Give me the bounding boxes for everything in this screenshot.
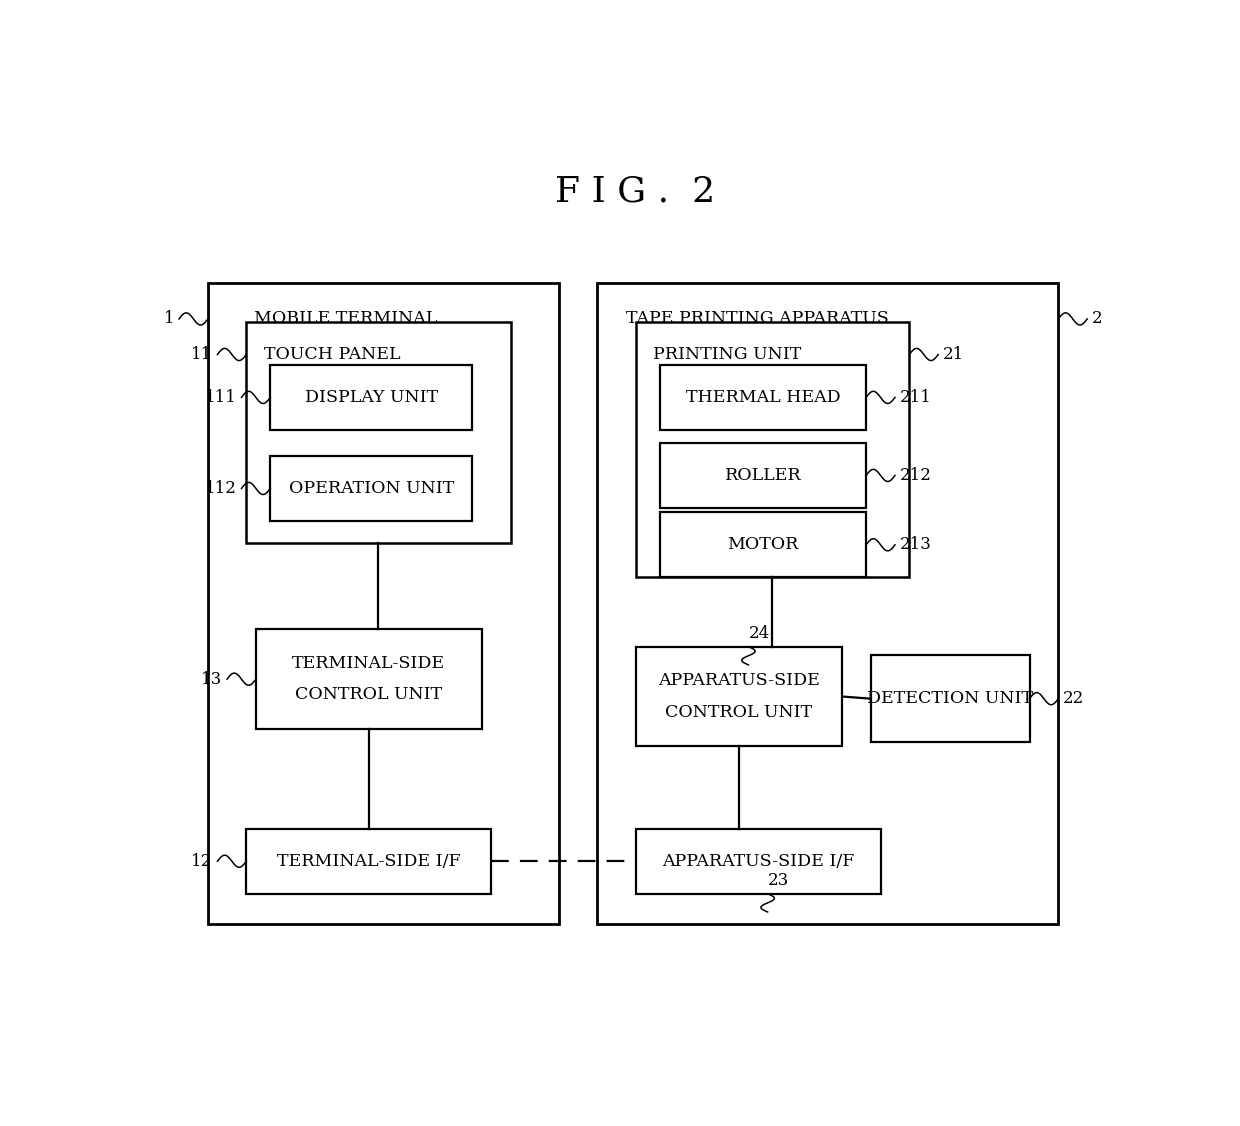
Text: 213: 213 (900, 536, 931, 553)
Text: 24: 24 (749, 625, 770, 642)
Bar (596, 283, 1058, 924)
Bar (208, 283, 558, 924)
Text: 22: 22 (1063, 690, 1085, 707)
Text: DETECTION UNIT: DETECTION UNIT (867, 690, 1033, 707)
Bar (247, 829, 491, 894)
Text: 23: 23 (768, 873, 789, 890)
Text: TOUCH PANEL: TOUCH PANEL (264, 346, 401, 363)
Text: MOTOR: MOTOR (727, 536, 799, 553)
Bar (870, 655, 1029, 742)
Bar (660, 443, 867, 508)
Text: TERMINAL-SIDE I/F: TERMINAL-SIDE I/F (277, 852, 460, 869)
Text: ROLLER: ROLLER (724, 467, 801, 484)
Text: 13: 13 (201, 671, 222, 688)
Text: 2: 2 (1092, 311, 1102, 328)
Bar (270, 365, 472, 430)
Bar (635, 829, 880, 894)
Bar (660, 365, 867, 430)
Bar (247, 322, 511, 543)
Text: 112: 112 (205, 480, 237, 497)
Text: 21: 21 (942, 346, 965, 363)
Bar (255, 629, 481, 729)
Text: CONTROL UNIT: CONTROL UNIT (295, 686, 443, 704)
Text: F I G .  2: F I G . 2 (556, 175, 715, 208)
Text: APPARATUS-SIDE: APPARATUS-SIDE (658, 672, 820, 689)
Text: 212: 212 (900, 467, 931, 484)
Bar (635, 646, 842, 747)
Text: TERMINAL-SIDE: TERMINAL-SIDE (293, 655, 445, 672)
Text: MOBILE TERMINAL: MOBILE TERMINAL (254, 311, 438, 328)
Text: THERMAL HEAD: THERMAL HEAD (686, 388, 841, 405)
Bar (270, 456, 472, 521)
Text: APPARATUS-SIDE I/F: APPARATUS-SIDE I/F (662, 852, 854, 869)
Text: CONTROL UNIT: CONTROL UNIT (665, 704, 812, 721)
Text: PRINTING UNIT: PRINTING UNIT (652, 346, 801, 363)
Bar (660, 512, 867, 578)
Text: 12: 12 (191, 852, 213, 869)
Text: OPERATION UNIT: OPERATION UNIT (289, 480, 454, 497)
Text: 211: 211 (900, 388, 931, 405)
Text: DISPLAY UNIT: DISPLAY UNIT (305, 388, 438, 405)
Bar (635, 322, 909, 578)
Text: 1: 1 (164, 311, 174, 328)
Text: 11: 11 (191, 346, 213, 363)
Text: TAPE PRINTING APPARATUS: TAPE PRINTING APPARATUS (626, 311, 889, 328)
Text: 111: 111 (205, 388, 237, 405)
